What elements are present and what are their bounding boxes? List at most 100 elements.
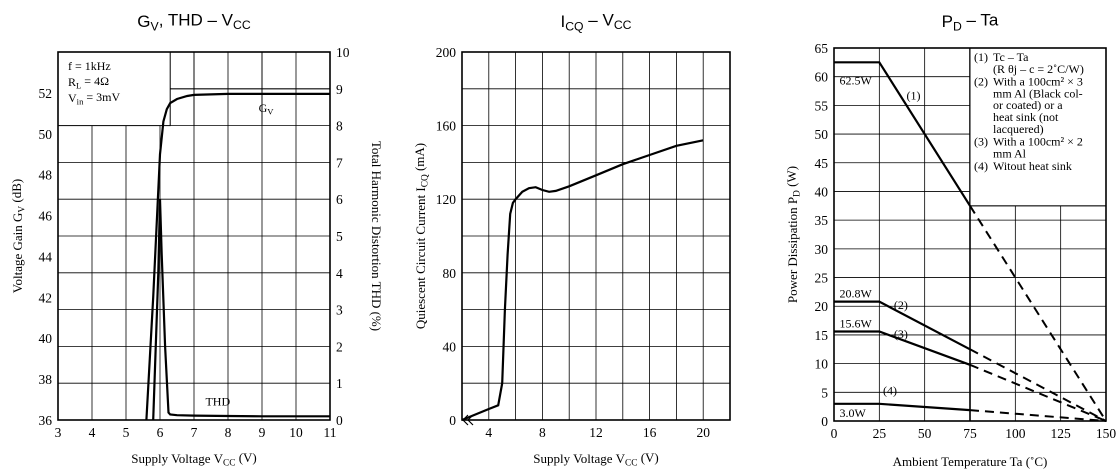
conditions-box: [57, 51, 171, 127]
y2-tick-label: 8: [336, 119, 343, 134]
y-axis-label: Quiescent Circuit Current ICQ (mA): [412, 143, 431, 329]
condition-vin-sub: in: [77, 96, 84, 106]
x-tick-label: 4: [485, 425, 492, 440]
legend-box: [969, 47, 1107, 207]
series-gv-label-sub: V: [267, 107, 274, 117]
x-tick-label: 8: [225, 425, 232, 440]
legend-item-text: mm Al: [993, 146, 1027, 160]
chart-icq-title-sub: CQ: [565, 19, 583, 33]
x-axis-label-sub: CC: [625, 459, 637, 469]
y-tick-label: 40: [443, 339, 457, 354]
series-gv-line: [145, 92, 330, 421]
chart-gv-thd-title-part: , THD – V: [159, 11, 234, 30]
y-tick-label: 36: [39, 413, 53, 428]
y-axis-label-part: Voltage Gain G: [10, 213, 25, 294]
y-tick-label: 40: [39, 331, 53, 346]
legend-item-text: Tc – Ta: [993, 50, 1029, 64]
x-tick-label: 75: [963, 426, 977, 441]
condition-vin-part: V: [68, 91, 77, 105]
y2-tick-label: 5: [336, 229, 343, 244]
series-dashed-3: [969, 363, 1107, 422]
x-tick-label: 8: [539, 425, 546, 440]
condition-load: RL = 4Ω: [68, 74, 109, 90]
series-thd-label: THD: [205, 394, 230, 408]
y2-tick-label: 4: [336, 266, 343, 281]
x-tick-label: 100: [1005, 426, 1026, 441]
condition-load-sub: L: [76, 80, 81, 90]
condition-load-part: R: [68, 75, 76, 89]
legend-item-text: mm Al (Black col-: [993, 86, 1083, 100]
y-tick-label: 30: [815, 242, 829, 257]
series-icq-line: [461, 139, 704, 422]
chart-pd-ta-title-part: P: [942, 12, 953, 31]
y-tick-label: 25: [815, 271, 829, 286]
x-tick-label: 16: [643, 425, 657, 440]
legend-item-text: Witout heat sink: [993, 159, 1072, 173]
legend: (1) Tc – Ta(R θj – c = 2˚C/W) (2) With a 10…: [969, 47, 1107, 207]
series-thd-line: [152, 199, 330, 421]
series-number-label: (1): [907, 89, 921, 103]
series-number-label: (4): [883, 384, 897, 398]
series-gv-label: GV: [259, 101, 275, 116]
x-tick-label: 4: [89, 425, 96, 440]
chart-gv-thd-title-sub: CC: [233, 18, 251, 32]
x-tick-label: 150: [1096, 426, 1117, 441]
y-tick-label: 60: [815, 70, 829, 85]
chart-icq-title: ICQ – VCC: [560, 11, 631, 34]
series-gv-label-part: G: [259, 101, 268, 115]
series-value-label: 62.5W: [839, 73, 872, 87]
y2-tick-label: 2: [336, 339, 343, 354]
x-axis-label-sub: CC: [223, 459, 235, 469]
y-tick-label: 160: [436, 119, 457, 134]
x-tick-label: 50: [918, 426, 932, 441]
y-tick-label: 50: [39, 127, 53, 142]
legend-item-number: (4): [974, 159, 988, 173]
y-axis-label-part: (mA): [412, 143, 427, 174]
y2-tick-label: 0: [336, 413, 343, 428]
y-axis-label: Voltage Gain GV (dB): [9, 179, 28, 293]
legend-item-text: With a 100cm² × 3: [993, 75, 1083, 89]
legend-item-text: With a 100cm² × 2: [993, 135, 1083, 149]
y-axis-label: Power Dissipation PD (W): [784, 166, 803, 303]
y-tick-label: 0: [449, 413, 456, 428]
y-tick-label: 0: [821, 414, 828, 429]
y-axis-label-part: Power Dissipation P: [785, 197, 800, 303]
series-line-3: [834, 330, 971, 366]
y-tick-label: 65: [815, 41, 829, 56]
y-tick-label: 35: [815, 213, 829, 228]
x-tick-label: 0: [831, 426, 838, 441]
x-tick-label: 20: [696, 425, 710, 440]
legend-item-number: (3): [974, 135, 988, 149]
y-tick-label: 46: [39, 209, 53, 224]
chart-icq-title-part: I: [560, 12, 565, 31]
y-tick-label: 200: [436, 45, 457, 60]
y2-tick-label: 7: [336, 155, 343, 170]
series-line-2: [834, 300, 971, 351]
chart-icq-title-part: – V: [584, 11, 615, 30]
chart-pd-ta-title: PD – Ta: [942, 11, 999, 34]
chart-gv-thd-title-part: G: [137, 12, 150, 31]
x-tick-label: 7: [191, 425, 198, 440]
x-axis-label-part: (V): [235, 450, 256, 465]
y-tick-label: 38: [39, 372, 53, 387]
legend-item-text: or coated) or a: [993, 98, 1063, 112]
condition-vin: Vin = 3mV: [68, 90, 120, 106]
x-tick-label: 11: [324, 425, 337, 440]
plot-frame: [57, 51, 331, 421]
chart-pd-ta: (1) Tc – Ta(R θj – c = 2˚C/W) (2) With a 10…: [815, 41, 1117, 469]
legend-item-number: (2): [974, 75, 988, 89]
condition-vin-part: = 3mV: [83, 90, 120, 104]
y-tick-label: 50: [815, 127, 829, 142]
legend-item-text: heat sink (not: [993, 110, 1059, 124]
x-axis-label-part: (V): [637, 450, 658, 465]
x-tick-label: 25: [873, 426, 887, 441]
series-value-label: 3.0W: [839, 406, 866, 420]
y-tick-label: 52: [39, 86, 53, 101]
y-tick-label: 45: [815, 156, 829, 171]
plot-frame: [461, 51, 731, 421]
series-line-4: [834, 402, 971, 412]
condition-frequency: f = 1kHz: [68, 59, 111, 73]
legend-item-text: (R θj – c = 2˚C/W): [993, 62, 1084, 76]
y-axis-label-sub: V: [18, 206, 28, 213]
